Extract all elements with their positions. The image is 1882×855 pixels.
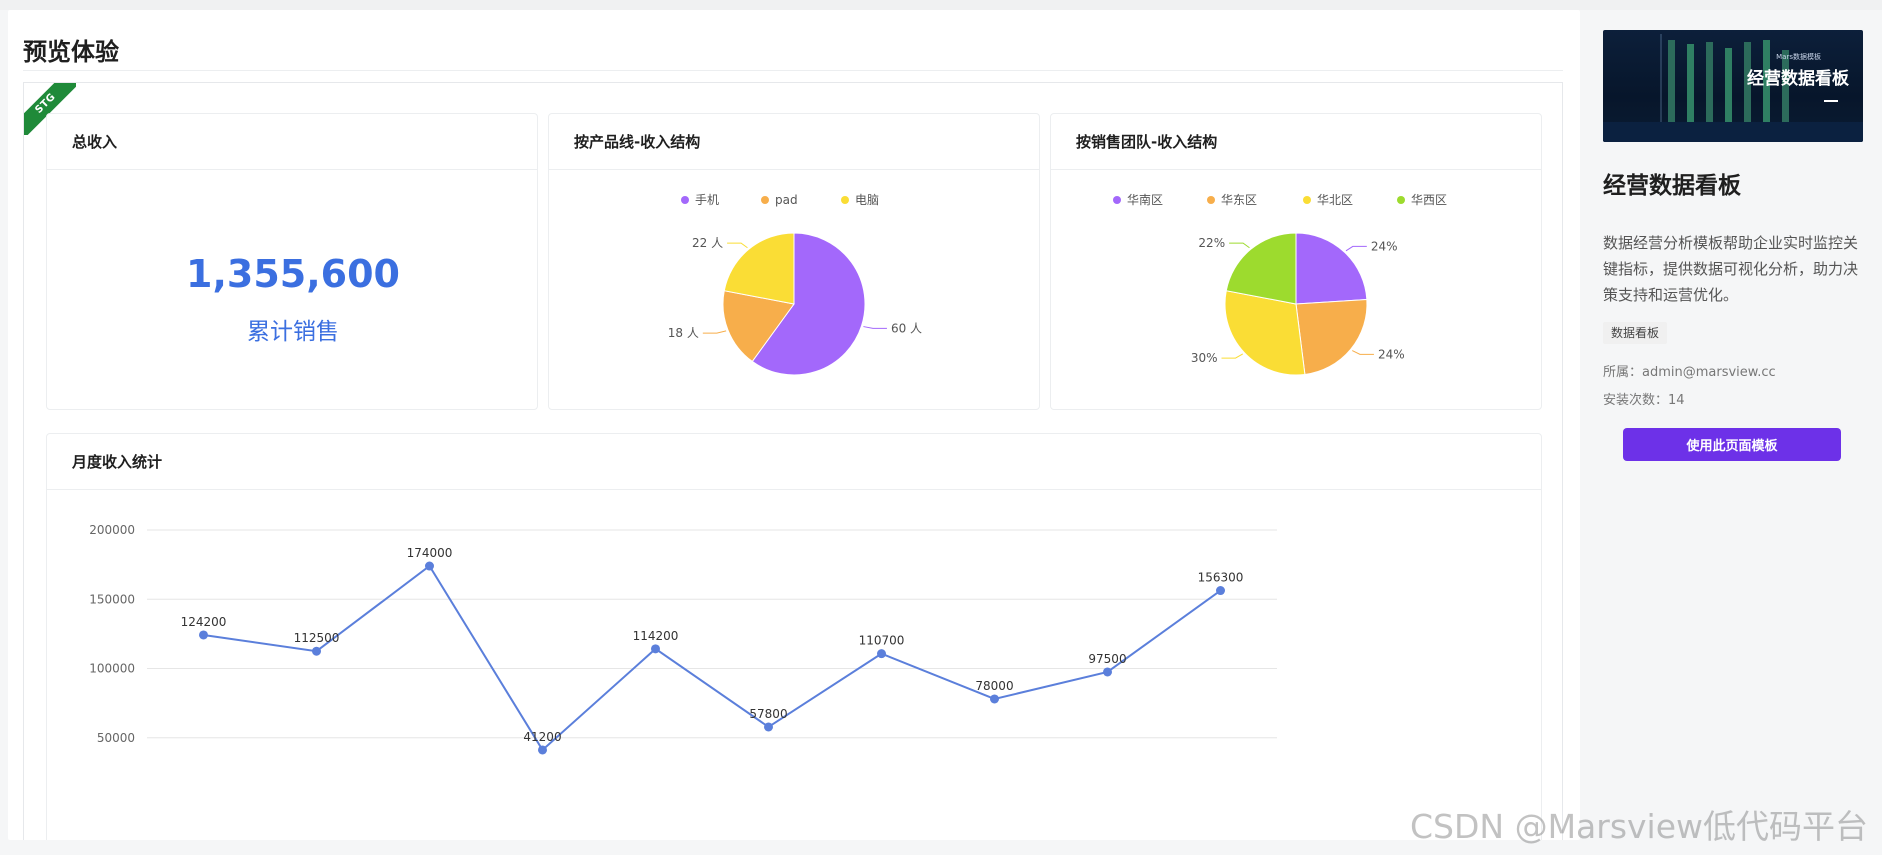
team-label-2: 30% (1191, 351, 1218, 365)
legend-swatch-2 (1303, 196, 1311, 204)
template-name: 经营数据看板 (1603, 173, 1741, 199)
preview-stage: STG 总收入 1,355,600 累计销售 按产品线-收入结构 手机 pad 电脑… (23, 82, 1563, 840)
card-title: 总收入 (47, 114, 537, 170)
legend-label-0[interactable]: 手机 (695, 193, 719, 207)
product-slice-0[interactable] (751, 232, 866, 376)
team-leader-2 (1221, 353, 1244, 359)
page-title: 预览体验 (23, 38, 119, 66)
template-description: 数据经营分析模板帮助企业实时监控关键指标，提供数据可视化分析，助力决策支持和运营… (1603, 234, 1859, 304)
product-label-0: 60 人 (891, 321, 922, 335)
data-point-1[interactable] (312, 646, 321, 656)
team-slice-3[interactable] (1225, 232, 1297, 305)
divider (23, 70, 1563, 71)
data-label-1: 112500 (294, 631, 340, 645)
legend-label-1[interactable]: 华东区 (1221, 193, 1257, 207)
y-tick-label-3: 200000 (89, 523, 135, 537)
product-label-1: 18 人 (668, 326, 699, 340)
product-leader-0 (863, 326, 887, 329)
legend-swatch-2 (841, 196, 849, 204)
team-label-3: 22% (1198, 236, 1225, 250)
data-label-6: 110700 (859, 634, 905, 648)
legend-label-2[interactable]: 电脑 (855, 193, 879, 207)
y-tick-label-2: 150000 (89, 592, 135, 606)
legend-label-0[interactable]: 华南区 (1127, 192, 1163, 207)
card-title: 按销售团队-收入结构 (1051, 114, 1541, 170)
template-install-count: 安装次数：14 (1603, 393, 1685, 408)
total-revenue-subtitle: 累计销售 (247, 319, 339, 345)
data-point-9[interactable] (1216, 586, 1225, 596)
team-pie-chart: 华南区 华东区 华北区 华西区 24% 24% 30% 22% (1113, 192, 1447, 376)
product-leader-1 (702, 330, 727, 334)
revenue-series-line (203, 564, 1222, 752)
data-label-7: 78000 (975, 679, 1013, 693)
legend-swatch-1 (1207, 196, 1215, 204)
data-label-4: 114200 (633, 629, 679, 643)
legend-label-3[interactable]: 华西区 (1411, 193, 1447, 207)
data-point-0[interactable] (199, 630, 208, 640)
legend-label-1[interactable]: pad (775, 193, 798, 207)
monthly-line-chart: 50000 100000 150000 200000 124200 112500 17400… (89, 523, 1277, 755)
template-owner: 所属：admin@marsview.cc (1603, 365, 1776, 380)
data-point-8[interactable] (1103, 667, 1112, 677)
template-tag: 数据看板 (1603, 322, 1668, 344)
data-point-3[interactable] (538, 745, 547, 755)
template-thumbnail[interactable]: Mars数据模板 经营数据看板 (1603, 30, 1863, 142)
legend-label-2[interactable]: 华北区 (1317, 193, 1353, 207)
total-revenue-value: 1,355,600 (186, 252, 400, 296)
data-point-7[interactable] (990, 694, 999, 704)
data-point-4[interactable] (651, 644, 660, 654)
data-label-5: 57800 (749, 707, 787, 721)
team-leader-1 (1352, 350, 1374, 355)
card-title: 月度收入统计 (47, 434, 1541, 490)
data-label-3: 41200 (523, 730, 561, 744)
team-slice-1[interactable] (1295, 299, 1368, 375)
data-point-2[interactable] (425, 561, 434, 571)
thumbnail-caption: Mars数据模板 (1776, 53, 1821, 61)
legend-swatch-0 (681, 196, 689, 204)
product-slice-1[interactable] (722, 290, 795, 363)
use-template-button[interactable]: 使用此页面模板 (1623, 428, 1841, 461)
y-tick-label-1: 100000 (89, 662, 135, 676)
sales-team-card: 按销售团队-收入结构 华南区 华东区 华北区 华西区 24% 24% 30% 22% (1050, 113, 1542, 410)
legend-swatch-3 (1397, 196, 1405, 204)
product-line-card: 按产品线-收入结构 手机 pad 电脑 60 人 18 人 22 人 (548, 113, 1040, 410)
product-leader-2 (727, 242, 748, 249)
team-leader-3 (1229, 242, 1250, 249)
team-label-0: 24% (1371, 239, 1398, 253)
team-slice-2[interactable] (1224, 290, 1306, 376)
product-slice-2[interactable] (723, 232, 795, 305)
product-pie-chart: 手机 pad 电脑 60 人 18 人 22 人 (668, 193, 922, 376)
team-label-1: 24% (1378, 347, 1405, 361)
thumbnail-chart-graphic (1603, 34, 1863, 142)
product-label-2: 22 人 (692, 236, 723, 250)
y-tick-label-0: 50000 (97, 731, 135, 745)
thumbnail-title: 经营数据看板 (1747, 69, 1849, 89)
team-slice-0[interactable] (1295, 232, 1368, 305)
data-label-0: 124200 (181, 615, 227, 629)
data-label-8: 97500 (1088, 652, 1126, 666)
legend-swatch-0 (1113, 196, 1121, 204)
monthly-revenue-card: 月度收入统计 50000 100000 150000 200000 124200 1125… (46, 433, 1542, 840)
team-leader-0 (1345, 245, 1367, 252)
total-revenue-card: 总收入 1,355,600 累计销售 (46, 113, 538, 410)
data-point-6[interactable] (877, 649, 886, 659)
preview-panel: 预览体验 STG 总收入 1,355,600 累计销售 按产品线-收入结构 手机… (8, 10, 1580, 840)
data-label-2: 174000 (407, 546, 453, 560)
data-point-5[interactable] (764, 722, 773, 732)
top-strip (0, 0, 1882, 10)
legend-swatch-1 (761, 196, 769, 204)
thumbnail-underline (1824, 100, 1838, 102)
data-label-9: 156300 (1198, 571, 1244, 585)
card-title: 按产品线-收入结构 (549, 114, 1039, 170)
watermark: CSDN @Marsview低代码平台 (1410, 807, 1869, 846)
